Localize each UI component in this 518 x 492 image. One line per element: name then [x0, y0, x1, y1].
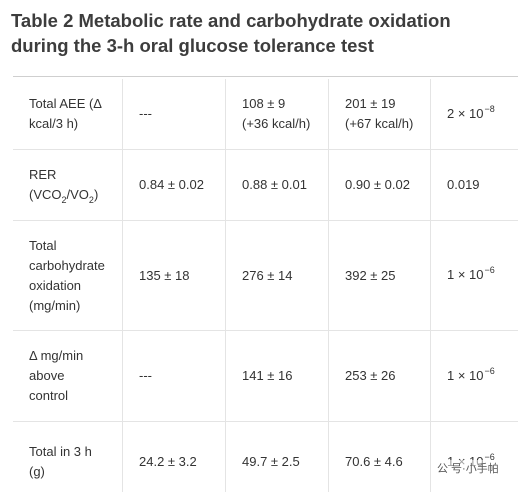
row-label-line: control [29, 388, 69, 403]
table-cell: 49.7 ± 2.5 [226, 422, 329, 492]
p-value-cell: 1 × 10−6 [431, 422, 518, 492]
p-value-exponent: −6 [484, 451, 495, 462]
p-value-cell: 1 × 10−6 [431, 221, 518, 331]
table-top-divider [13, 76, 518, 77]
data-table: Total AEE (Δ kcal/3 h) --- 108 ± 9 (+36 … [13, 79, 518, 492]
table-cell: 24.2 ± 3.2 [123, 422, 226, 492]
table-cell: 0.88 ± 0.01 [226, 150, 329, 221]
p-value-base: 1 × 10 [447, 367, 484, 383]
row-label-line: Total AEE (Δ [29, 96, 102, 111]
row-label-line: above [29, 368, 65, 383]
row-label-line: oxidation [29, 277, 82, 293]
cell-line: 201 ± 19 [345, 96, 396, 111]
table-row: Total AEE (Δ kcal/3 h) --- 108 ± 9 (+36 … [13, 79, 518, 150]
row-label-line: Total in 3 h [29, 444, 92, 459]
row-label-line: (mg/min) [29, 297, 81, 313]
table-row: Total carbohydrate oxidation (mg/min) 13… [13, 221, 518, 331]
row-label: Total carbohydrate oxidation (mg/min) [13, 221, 123, 331]
p-value-cell: 2 × 10−8 [431, 79, 518, 150]
row-label: Total in 3 h (g) [13, 422, 123, 492]
p-value-cell: 1 × 10−6 [431, 331, 518, 422]
table-cell: 108 ± 9 (+36 kcal/h) [226, 79, 329, 150]
table-cell: 276 ± 14 [226, 221, 329, 331]
row-label: Total AEE (Δ kcal/3 h) [13, 79, 123, 150]
formula-subscript: 2 [61, 194, 67, 205]
data-table-container[interactable]: Total AEE (Δ kcal/3 h) --- 108 ± 9 (+36 … [13, 73, 518, 492]
cell-line: (+67 kcal/h) [345, 116, 414, 131]
table-cell: 70.6 ± 4.6 [329, 422, 431, 492]
table-cell: 0.84 ± 0.02 [123, 150, 226, 221]
row-label-line: kcal/3 h) [29, 116, 79, 131]
table-row: RER (VCO2/VO2) 0.84 ± 0.02 0.88 ± 0.01 0… [13, 150, 518, 221]
row-label-formula: (VCO2/VO2) [29, 186, 99, 205]
table-row: Total in 3 h (g) 24.2 ± 3.2 49.7 ± 2.5 7… [13, 422, 518, 492]
p-value-cell: 0.019 [431, 150, 518, 221]
cell-line: (+36 kcal/h) [242, 116, 311, 131]
row-label-line: RER [29, 166, 57, 182]
table-cell: 392 ± 25 [329, 221, 431, 331]
row-label-line: Δ mg/min [29, 348, 84, 363]
formula-part: /VO [66, 186, 89, 202]
row-label-line: Total [29, 237, 57, 253]
p-value-base: 2 × 10 [447, 105, 484, 121]
p-value-base: 1 × 10 [447, 267, 484, 282]
row-label: Δ mg/min above control [13, 331, 123, 422]
table-cell: 141 ± 16 [226, 331, 329, 422]
row-label-line: (g) [29, 464, 45, 479]
table-cell: --- [123, 331, 226, 422]
table-title: Table 2 Metabolic rate and carbohydrate … [11, 8, 516, 58]
table-title-line-2: during the 3-h oral glucose tolerance te… [11, 35, 374, 56]
formula-part: ) [93, 186, 99, 202]
table-title-line-1: Table 2 Metabolic rate and carbohydrate … [11, 10, 451, 31]
p-value-exponent: −6 [484, 365, 495, 376]
table-cell: 135 ± 18 [123, 221, 226, 331]
table-cell: --- [123, 79, 226, 150]
formula-subscript: 2 [88, 194, 94, 205]
table-cell: 0.90 ± 0.02 [329, 150, 431, 221]
cell-line: 108 ± 9 [242, 96, 286, 111]
watermark: 公 号·小手帕 [437, 460, 499, 476]
table-row: Δ mg/min above control --- 141 ± 16 253 … [13, 331, 518, 422]
table-cell: 253 ± 26 [329, 331, 431, 422]
row-label: RER (VCO2/VO2) [13, 150, 123, 221]
row-label-line: carbohydrate [29, 257, 105, 273]
table-cell: 201 ± 19 (+67 kcal/h) [329, 79, 431, 150]
p-value-exponent: −6 [484, 265, 495, 275]
p-value-exponent: −8 [484, 103, 495, 114]
formula-part: (VCO [29, 186, 62, 202]
